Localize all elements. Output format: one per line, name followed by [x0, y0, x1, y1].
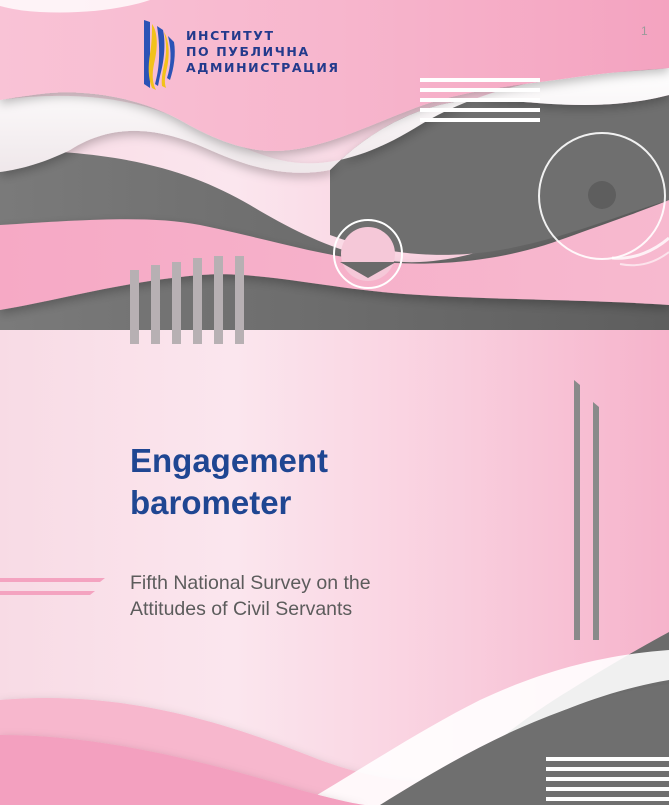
vertical-bars — [130, 256, 244, 344]
top-white-wave — [0, 68, 669, 173]
subtitle-line-2: Attitudes of Civil Servants — [130, 598, 353, 620]
logo-line-3: АДМИНИСТРАЦИЯ — [186, 60, 340, 75]
logo-line-2: ПО ПУБЛИЧНА — [186, 44, 310, 59]
logo-text: ИНСТИТУТ ПО ПУБЛИЧНА АДМИНИСТРАЦИЯ — [186, 28, 340, 76]
small-circle-marker — [333, 219, 403, 289]
cover-subtitle: Fifth National Survey on the Attitudes o… — [130, 570, 371, 622]
right-dark-dot — [588, 181, 616, 209]
subtitle-line-1: Fifth National Survey on the — [130, 572, 371, 594]
top-right-stripes — [420, 78, 540, 122]
top-pink-band — [0, 0, 669, 151]
bottom-right-stripes — [546, 757, 669, 801]
institute-logo: ИНСТИТУТ ПО ПУБЛИЧНА АДМИНИСТРАЦИЯ — [142, 18, 362, 94]
bottom-white-wave — [300, 650, 669, 805]
top-white-sliver — [0, 0, 150, 13]
title-line-1: Engagement — [130, 442, 329, 479]
top-pink-band-lower — [0, 200, 669, 310]
cover-title: Engagement barometer — [130, 440, 328, 524]
bottom-pink-front — [0, 735, 365, 805]
right-circle-ring — [538, 132, 669, 267]
logo-mark-icon — [144, 20, 175, 90]
left-pink-dashes — [0, 578, 105, 595]
logo-line-1: ИНСТИТУТ — [186, 28, 275, 43]
bottom-grey-band — [380, 684, 669, 805]
page-number: 1 — [641, 24, 648, 38]
title-line-2: barometer — [130, 484, 292, 521]
right-vertical-lines — [574, 380, 599, 640]
